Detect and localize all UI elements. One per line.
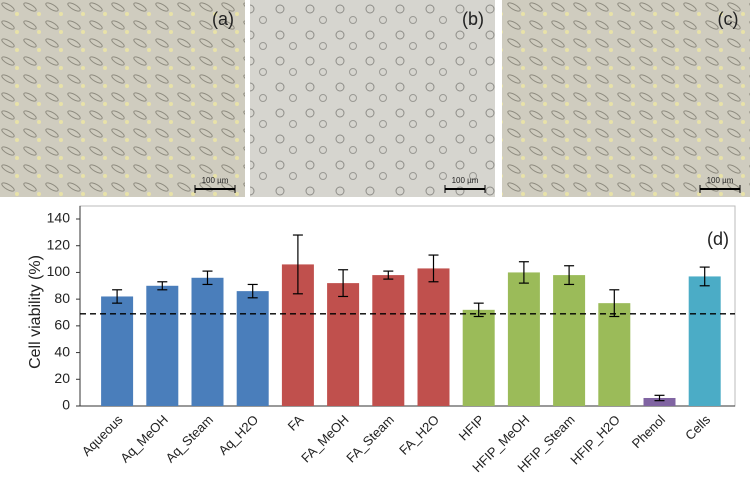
bar — [507, 272, 540, 406]
bar — [372, 275, 405, 406]
x-tick-label: FA_MeOH — [298, 412, 352, 466]
y-tick-label: 120 — [47, 236, 71, 252]
bar — [327, 283, 360, 406]
x-tick-label: FA_Steam — [343, 412, 397, 466]
x-tick-label: Aq_MeOH — [117, 412, 171, 466]
bar — [688, 276, 721, 406]
scale-bar-label: 100 µm — [202, 176, 229, 185]
y-tick-label: 40 — [54, 343, 70, 359]
micrograph — [250, 0, 495, 197]
x-tick-label: HFIP_H2O — [567, 412, 623, 468]
x-tick-label: Aq_H2O — [215, 412, 261, 458]
bar — [553, 275, 586, 406]
panel-label: (a) — [212, 9, 234, 29]
micrograph — [502, 0, 750, 197]
bar — [146, 285, 179, 406]
bar — [643, 397, 676, 406]
panel-label: (c) — [718, 9, 739, 29]
bar — [598, 303, 631, 406]
y-tick-label: 20 — [54, 370, 70, 386]
bar — [101, 296, 134, 406]
panel-label: (b) — [462, 9, 484, 29]
x-tick-label: Aq_Steam — [163, 412, 217, 466]
x-tick-label: HFIP — [456, 412, 488, 444]
micrograph — [0, 0, 245, 197]
y-tick-label: 60 — [54, 317, 70, 333]
scale-bar-label: 100 µm — [452, 176, 479, 185]
y-tick-label: 100 — [47, 263, 71, 279]
x-tick-label: FA — [285, 412, 307, 434]
panel-label: (d) — [707, 229, 729, 249]
x-tick-label: Cells — [682, 412, 713, 443]
bar — [417, 268, 450, 406]
x-tick-label: FA_H2O — [396, 412, 442, 458]
y-tick-label: 140 — [47, 210, 71, 226]
x-tick-label: Phenol — [629, 412, 668, 451]
y-tick-label: 80 — [54, 290, 70, 306]
scale-bar-label: 100 µm — [707, 176, 734, 185]
bar — [462, 309, 495, 406]
y-tick-label: 0 — [62, 397, 70, 413]
x-tick-label: Aqueous — [79, 412, 126, 459]
y-axis-label: Cell viability (%) — [27, 255, 44, 369]
bar — [236, 291, 269, 406]
bar — [191, 277, 224, 406]
